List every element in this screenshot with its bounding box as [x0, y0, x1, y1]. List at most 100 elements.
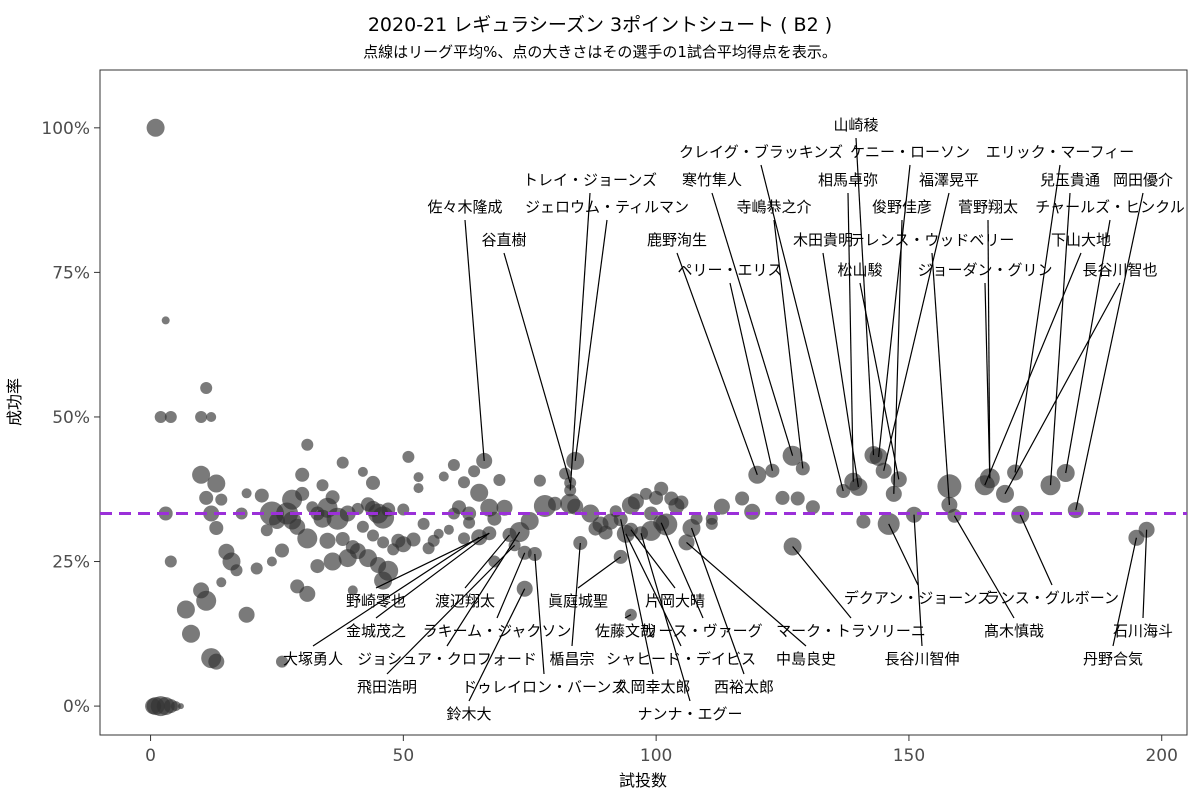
annotation-label: エリック・マーフィー [986, 143, 1135, 161]
annotation-leader-line [375, 532, 490, 619]
data-point [215, 493, 228, 506]
annotation-leader-line [1142, 529, 1148, 619]
chart-subtitle: 点線はリーグ平均%、点の大きさはその選手の1試合平均得点を表示。 [363, 43, 837, 61]
data-point [192, 465, 211, 484]
annotation-label: ドゥレイロン・バーンズ [462, 678, 626, 696]
x-tick-label: 100 [640, 746, 672, 766]
annotation-label: 佐藤文哉 [595, 622, 655, 640]
data-point [336, 456, 349, 469]
data-point [654, 481, 669, 496]
data-point [301, 438, 314, 451]
data-point [323, 552, 342, 571]
annotation-label: 鹿野洵生 [647, 231, 707, 249]
annotation-label: 丹野合気 [1083, 650, 1143, 668]
annotation-label: ジョーダン・グリン [917, 261, 1052, 279]
data-point [299, 585, 316, 602]
data-point [295, 486, 310, 501]
data-point [402, 450, 415, 463]
annotation-label: 下山大地 [1051, 231, 1111, 249]
data-point [567, 498, 584, 515]
data-point [176, 600, 195, 619]
data-point [260, 524, 273, 537]
data-point [640, 487, 652, 500]
data-point [377, 536, 390, 549]
annotation-label: 楯昌宗 [549, 650, 594, 668]
points-layer [145, 118, 1155, 717]
y-axis-title: 成功率 [5, 378, 24, 426]
data-point [230, 564, 243, 577]
data-point [493, 474, 506, 486]
x-tick-label: 0 [145, 746, 156, 766]
data-point [207, 474, 226, 493]
annotation-label: 石川海斗 [1113, 622, 1173, 640]
annotation-label: 鈴木大 [446, 705, 491, 723]
annotation-leader-line [464, 534, 510, 589]
data-point [452, 500, 466, 515]
data-point [487, 511, 502, 526]
data-point [351, 502, 364, 515]
data-point [241, 488, 252, 499]
data-point [417, 517, 430, 530]
data-point [216, 577, 227, 588]
data-point [744, 503, 761, 520]
annotation-label: 飛田浩明 [357, 678, 417, 696]
data-point [335, 532, 350, 546]
annotation-leader-line [577, 556, 622, 589]
annotation-label: 相馬卓弥 [818, 171, 878, 189]
data-point [438, 471, 449, 482]
annotation-leader-line [464, 219, 485, 461]
data-point [146, 118, 165, 137]
data-point [170, 701, 181, 712]
data-point [443, 524, 454, 535]
annotation-leader-line [312, 536, 480, 647]
data-point [496, 499, 513, 516]
data-point [254, 488, 269, 503]
data-point [250, 562, 263, 575]
data-point [856, 514, 871, 529]
data-point [937, 474, 962, 499]
data-point [319, 532, 336, 549]
data-point [325, 490, 340, 505]
annotation-label: 長谷川智也 [1082, 261, 1157, 279]
annotation-leader-line [386, 544, 516, 675]
annotation-leader-line [987, 219, 991, 479]
annotation-leader-line [1019, 514, 1053, 586]
annotation-leader-line [686, 541, 807, 647]
annotation-label: 金城茂之 [346, 622, 406, 640]
annotation-label: 岡田優介 [1113, 171, 1173, 189]
annotation-leader-line [883, 192, 950, 471]
annotation-leader-line [931, 252, 950, 505]
annotation-leader-line [1014, 164, 1061, 473]
annotation-label: 佐々木隆成 [427, 198, 502, 216]
x-axis-title: 試投数 [619, 771, 667, 790]
data-point [276, 655, 288, 668]
annotation-leader-line [503, 252, 571, 484]
annotation-leader-line [1004, 282, 1121, 495]
annotation-leader-line [446, 531, 521, 647]
annotation-leader-line [855, 137, 875, 456]
annotation-leader-line [625, 533, 682, 647]
annotation-label: テレンス・ウッドベリー [850, 231, 1015, 249]
data-point [520, 512, 539, 530]
annotation-label: チャールズ・ヒンクル [1035, 198, 1184, 216]
y-tick-label: 25% [52, 553, 90, 573]
data-point [200, 382, 213, 394]
data-point [470, 483, 489, 502]
annotation-label: 福澤晃平 [919, 171, 979, 189]
annotation-label: 中島良史 [776, 650, 836, 668]
annotation-label: 寒竹隼人 [682, 171, 742, 189]
annotation-leader-line [1075, 192, 1144, 511]
x-tick-label: 200 [1145, 746, 1177, 766]
annotation-label: 野崎零也 [346, 592, 406, 610]
annotation-leader-line [760, 164, 844, 492]
annotation-leader-line [773, 219, 804, 469]
annotation-leader-line [711, 192, 794, 456]
data-point [203, 505, 220, 522]
data-point [347, 585, 358, 596]
data-point [238, 606, 255, 623]
annotation-leader-line [984, 282, 991, 479]
annotation-label: リース・ヴァーグ [643, 622, 762, 640]
annotation-label: クレイグ・ブラッキンズ [679, 143, 843, 161]
